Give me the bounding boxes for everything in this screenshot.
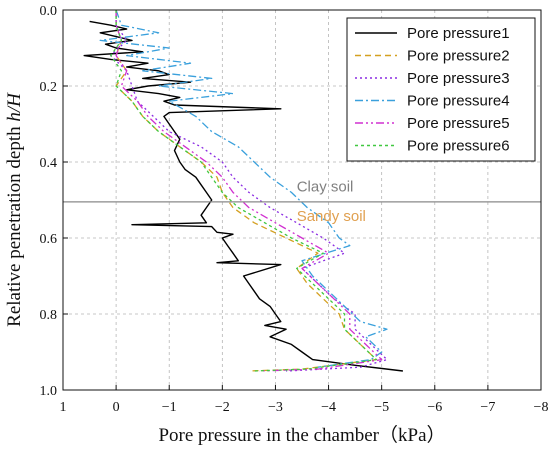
series-line-1 bbox=[83, 20, 403, 372]
series-line-5 bbox=[115, 10, 383, 372]
x-tick-label: −4 bbox=[321, 400, 336, 415]
y-axis-ticks: 0.0 0.2 0.4 0.6 0.8 1.0 bbox=[40, 4, 68, 399]
series-line-4 bbox=[99, 9, 388, 368]
plot-frame bbox=[62, 9, 542, 391]
y-axis-title: Relative penetration depth h/H bbox=[4, 92, 25, 327]
legend-label: Pore pressure4 bbox=[407, 93, 510, 110]
series-line-2 bbox=[115, 10, 378, 372]
legend-label: Pore pressure5 bbox=[407, 115, 510, 132]
legend-box bbox=[346, 17, 536, 162]
annotations: Clay soil Sandy soil bbox=[297, 179, 366, 225]
annotation-1: Clay soil bbox=[297, 179, 354, 196]
y-tick-label: 0.8 bbox=[40, 308, 58, 323]
x-tick-label: −2 bbox=[215, 400, 230, 415]
legend-label: Pore pressure1 bbox=[407, 25, 510, 42]
annotation-2: Sandy soil bbox=[297, 208, 366, 225]
x-tick-label: 1 bbox=[60, 400, 67, 415]
x-axis-ticks: 1 0 −1 −2 −3 −4 −5 −6 −7 −8 bbox=[60, 385, 549, 415]
legend-label: Pore pressure2 bbox=[407, 48, 510, 65]
y-tick-label: 0.6 bbox=[40, 232, 58, 247]
y-tick-label: 1.0 bbox=[40, 384, 58, 399]
legend-label: Pore pressure6 bbox=[407, 138, 510, 155]
x-tick-label: −7 bbox=[480, 400, 495, 415]
y-tick-label: 0.2 bbox=[40, 80, 58, 95]
x-tick-label: −6 bbox=[427, 400, 442, 415]
series-lines bbox=[83, 9, 403, 372]
x-tick-label: −1 bbox=[162, 400, 177, 415]
series-line-6 bbox=[110, 10, 378, 372]
y-axis-title-italic: h/H bbox=[4, 92, 25, 122]
y-tick-label: 0.0 bbox=[40, 4, 58, 19]
x-tick-label: −3 bbox=[268, 400, 283, 415]
x-axis-title: Pore pressure in the chamber（kPa） bbox=[158, 424, 445, 446]
x-tick-label: −8 bbox=[534, 400, 549, 415]
x-tick-label: −5 bbox=[374, 400, 389, 415]
y-tick-label: 0.4 bbox=[40, 156, 58, 171]
series-line-3 bbox=[110, 10, 388, 372]
legend-label: Pore pressure3 bbox=[407, 70, 510, 87]
y-axis-title-main: Relative penetration depth bbox=[4, 122, 25, 327]
legend: Pore pressure1 Pore pressure2 Pore pressur… bbox=[346, 17, 536, 162]
x-tick-label: 0 bbox=[113, 400, 120, 415]
